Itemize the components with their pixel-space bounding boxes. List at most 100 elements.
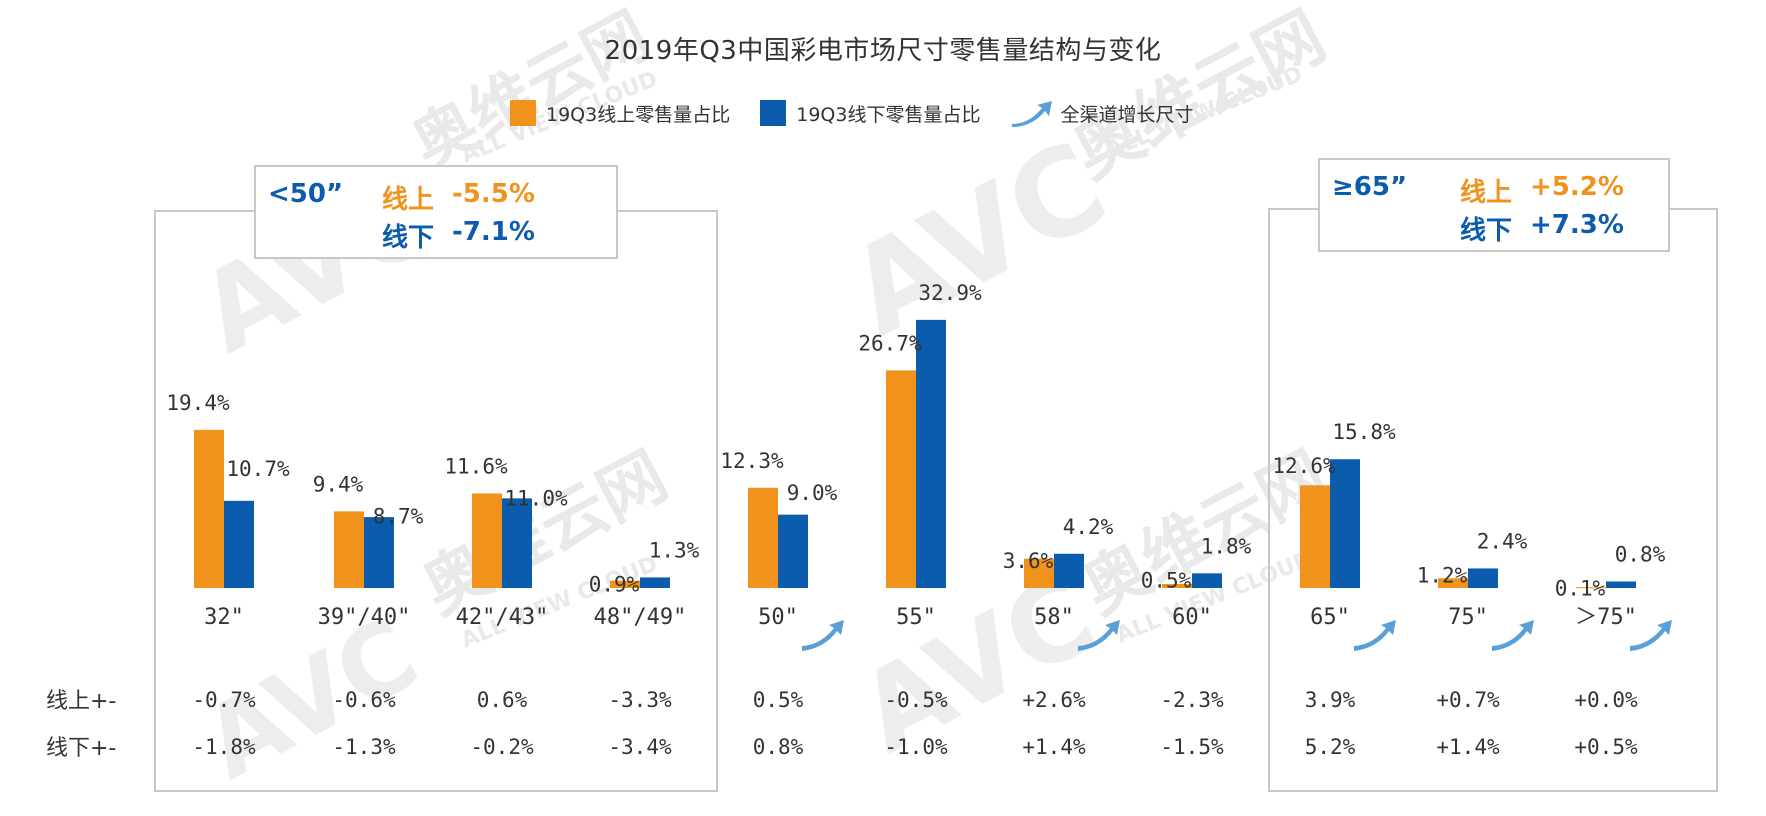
legend-item-online: 19Q3线上零售量占比 — [510, 100, 730, 127]
change-offline-7: -1.5% — [1160, 735, 1224, 759]
change-offline-2: -0.2% — [470, 735, 534, 759]
bar-offline-4 — [778, 514, 808, 588]
growth-arrow-icon — [1012, 101, 1053, 127]
tick-label-6: 58" — [1034, 605, 1074, 630]
change-online-6: +2.6% — [1022, 688, 1086, 712]
change-offline-5: -1.0% — [884, 735, 948, 759]
label-online-2: 11.6% — [444, 454, 508, 478]
bar-offline-5 — [916, 319, 946, 588]
bar-online-10 — [1576, 587, 1606, 589]
callout-large-offline-label: 线下 — [1460, 216, 1513, 246]
change-online-8: 3.9% — [1305, 688, 1356, 712]
callout-small-online-value: -5.5% — [452, 179, 535, 209]
change-online-5: -0.5% — [884, 688, 948, 712]
bar-offline-9 — [1468, 568, 1498, 588]
tick-label-5: 55" — [896, 605, 936, 630]
label-offline-6: 4.2% — [1063, 515, 1114, 539]
bar-online-4 — [748, 487, 778, 588]
callout-large-size: ≥65” — [1332, 172, 1408, 202]
bar-offline-8 — [1330, 459, 1360, 588]
change-row-label-online: 线上+- — [46, 689, 116, 714]
callout-large-offline-value: +7.3% — [1530, 210, 1624, 240]
change-online-0: -0.7% — [192, 688, 256, 712]
label-offline-9: 2.4% — [1477, 529, 1528, 553]
label-online-1: 9.4% — [313, 472, 364, 496]
growth-arrow-icon-6 — [1078, 620, 1120, 651]
callout-large-online-label: 线上 — [1460, 178, 1513, 208]
bar-offline-6 — [1054, 553, 1084, 588]
change-offline-0: -1.8% — [192, 735, 256, 759]
tick-label-3: 48"/49" — [594, 605, 687, 630]
label-online-4: 12.3% — [720, 449, 784, 473]
label-online-10: 0.1% — [1555, 576, 1606, 600]
legend-item-growth: 全渠道增长尺寸 — [1010, 98, 1193, 128]
change-online-3: -3.3% — [608, 688, 672, 712]
label-offline-4: 9.0% — [787, 481, 838, 505]
change-offline-4: 0.8% — [753, 735, 804, 759]
tick-label-10: ＞75" — [1575, 605, 1637, 630]
tick-label-0: 32" — [204, 605, 244, 630]
label-offline-10: 0.8% — [1615, 542, 1666, 566]
tick-label-1: 39"/40" — [318, 605, 411, 630]
callout-small-online-label: 线上 — [382, 185, 435, 215]
bar-online-8 — [1300, 485, 1330, 588]
change-row-label-offline: 线下+- — [46, 736, 116, 761]
bar-online-9 — [1438, 578, 1468, 588]
label-online-3: 0.9% — [589, 572, 640, 596]
bar-online-6 — [1024, 558, 1054, 588]
legend-swatch-offline — [760, 100, 787, 126]
bar-offline-7 — [1192, 573, 1222, 588]
tick-label-8: 65" — [1310, 605, 1350, 630]
label-online-6: 3.6% — [1003, 549, 1054, 573]
growth-arrow-icon-10 — [1630, 620, 1672, 651]
label-offline-2: 11.0% — [504, 486, 568, 510]
change-offline-1: -1.3% — [332, 735, 396, 759]
change-online-10: +0.0% — [1574, 688, 1638, 712]
bar-online-2 — [472, 493, 502, 588]
tick-label-9: 75" — [1448, 605, 1488, 630]
label-online-7: 0.5% — [1141, 568, 1192, 592]
legend-label-online: 19Q3线上零售量占比 — [546, 103, 731, 126]
bar-online-0 — [194, 429, 224, 588]
legend-swatch-online — [510, 100, 536, 126]
label-offline-5: 32.9% — [918, 281, 982, 305]
change-online-9: +0.7% — [1436, 688, 1500, 712]
change-online-2: 0.6% — [477, 688, 528, 712]
callout-large-sizes: ≥65” 线上 +5.2% 线下 +7.3% — [1318, 158, 1670, 252]
bar-offline-3 — [640, 577, 670, 588]
tick-label-7: 60" — [1172, 605, 1212, 630]
label-offline-7: 1.8% — [1201, 534, 1252, 558]
change-offline-8: 5.2% — [1305, 735, 1356, 759]
label-offline-8: 15.8% — [1332, 420, 1396, 444]
callout-small-sizes: <50” 线上 -5.5% 线下 -7.1% — [254, 165, 618, 259]
tick-label-2: 42"/43" — [456, 605, 549, 630]
change-offline-3: -3.4% — [608, 735, 672, 759]
legend: 19Q3线上零售量占比 19Q3线下零售量占比 全渠道增长尺寸 — [510, 98, 1223, 128]
legend-label-growth: 全渠道增长尺寸 — [1060, 103, 1194, 126]
tick-label-4: 50" — [758, 605, 798, 630]
label-online-9: 1.2% — [1417, 563, 1468, 587]
bar-online-1 — [334, 511, 364, 588]
bar-offline-0 — [224, 500, 254, 588]
change-online-4: 0.5% — [753, 688, 804, 712]
bar-online-3 — [610, 580, 640, 588]
callout-small-offline-value: -7.1% — [452, 217, 535, 247]
change-offline-6: +1.4% — [1022, 735, 1086, 759]
change-offline-9: +1.4% — [1436, 735, 1500, 759]
callout-small-offline-label: 线下 — [382, 223, 435, 253]
label-offline-0: 10.7% — [226, 457, 290, 481]
growth-arrow-icon-9 — [1492, 620, 1534, 651]
legend-label-offline: 19Q3线下零售量占比 — [796, 103, 981, 126]
chart-title: 2019年Q3中国彩电市场尺寸零售量结构与变化 — [604, 36, 1162, 66]
change-offline-10: +0.5% — [1574, 735, 1638, 759]
growth-arrow-icon-4 — [802, 620, 844, 651]
bar-offline-1 — [364, 517, 394, 588]
bar-offline-2 — [502, 498, 532, 588]
label-offline-1: 8.7% — [373, 504, 424, 528]
label-online-0: 19.4% — [166, 391, 230, 415]
change-online-1: -0.6% — [332, 688, 396, 712]
callout-small-size: <50” — [268, 179, 344, 209]
label-offline-3: 1.3% — [649, 538, 700, 562]
callout-large-online-value: +5.2% — [1530, 172, 1624, 202]
